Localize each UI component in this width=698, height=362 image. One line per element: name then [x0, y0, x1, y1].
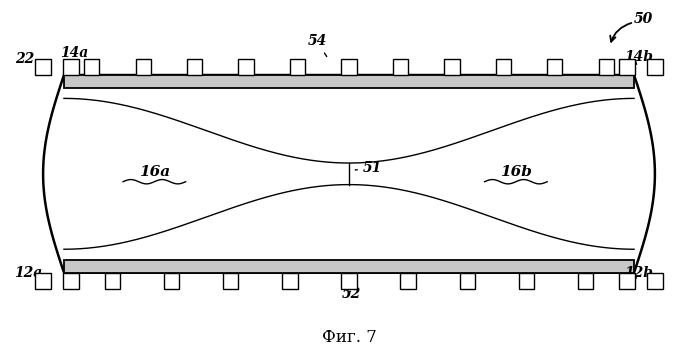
- Polygon shape: [578, 273, 593, 289]
- Polygon shape: [341, 59, 357, 75]
- Polygon shape: [84, 59, 99, 75]
- Text: 14a: 14a: [61, 46, 89, 67]
- Polygon shape: [547, 59, 563, 75]
- Polygon shape: [105, 273, 120, 289]
- Polygon shape: [393, 59, 408, 75]
- Polygon shape: [64, 273, 79, 289]
- Polygon shape: [401, 273, 416, 289]
- Polygon shape: [239, 59, 254, 75]
- Text: Фиг. 7: Фиг. 7: [322, 329, 376, 346]
- Polygon shape: [64, 75, 634, 88]
- Polygon shape: [444, 59, 459, 75]
- Polygon shape: [282, 273, 297, 289]
- Text: 54: 54: [307, 34, 327, 56]
- Text: 51: 51: [355, 161, 382, 176]
- Polygon shape: [223, 273, 239, 289]
- Text: 16b: 16b: [500, 165, 532, 179]
- Polygon shape: [519, 273, 534, 289]
- Text: 12b: 12b: [623, 266, 653, 279]
- Polygon shape: [341, 273, 357, 289]
- Polygon shape: [187, 59, 202, 75]
- Text: 52: 52: [342, 287, 362, 301]
- Polygon shape: [36, 273, 51, 289]
- Polygon shape: [599, 59, 614, 75]
- Text: 22: 22: [15, 52, 44, 66]
- Text: 12a: 12a: [14, 266, 47, 281]
- Polygon shape: [36, 59, 51, 75]
- Polygon shape: [290, 59, 305, 75]
- Polygon shape: [619, 59, 634, 75]
- Polygon shape: [619, 273, 634, 289]
- Polygon shape: [64, 260, 634, 273]
- Polygon shape: [459, 273, 475, 289]
- Polygon shape: [647, 59, 662, 75]
- Text: 14b: 14b: [623, 50, 653, 64]
- Polygon shape: [647, 273, 662, 289]
- Text: 50: 50: [634, 12, 653, 26]
- Polygon shape: [64, 59, 79, 75]
- Polygon shape: [43, 75, 655, 273]
- Polygon shape: [496, 59, 511, 75]
- Text: 16a: 16a: [139, 165, 170, 179]
- Polygon shape: [164, 273, 179, 289]
- Polygon shape: [135, 59, 151, 75]
